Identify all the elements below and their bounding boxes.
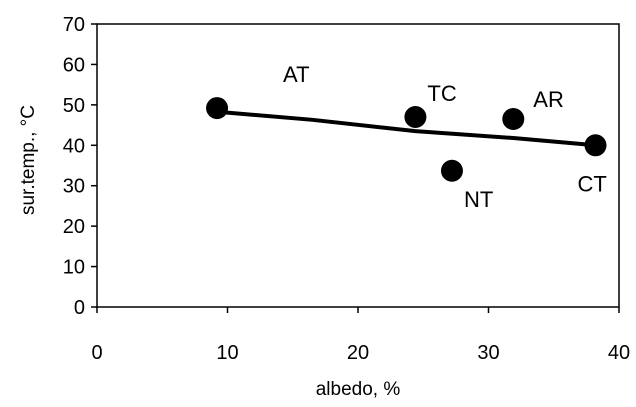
point-label-ct: CT: [578, 171, 607, 196]
fit-line-group: [216, 109, 596, 148]
point-ar: [502, 108, 525, 131]
y-tick-label-70: 70: [63, 14, 85, 36]
point-label-nt: NT: [464, 187, 493, 212]
point-label-at: AT: [283, 62, 309, 87]
point-label-tc: TC: [427, 81, 456, 106]
point-label-ar: AR: [533, 87, 564, 112]
x-tick-label-10: 10: [216, 342, 238, 364]
y-axis-title: sur.temp., °C: [18, 105, 39, 215]
x-tick-label-0: 0: [91, 342, 102, 364]
x-tick-label-40: 40: [608, 342, 630, 364]
y-tick-label-50: 50: [63, 95, 85, 117]
x-axis-title: albedo, %: [316, 379, 401, 400]
y-tick-label-60: 60: [63, 54, 85, 76]
fit-line: [216, 109, 596, 148]
y-tick-label-40: 40: [63, 135, 85, 157]
point-ct: [584, 134, 607, 157]
y-tick-label-10: 10: [63, 257, 85, 279]
points-group: [206, 97, 607, 182]
point-at: [206, 97, 229, 120]
point-nt: [440, 159, 463, 182]
y-tick-label-20: 20: [63, 216, 85, 238]
plot-frame: [96, 23, 620, 308]
y-tick-label-0: 0: [74, 297, 85, 319]
x-tick-label-20: 20: [347, 342, 369, 364]
point-labels-group: AT TC NT AR CT: [283, 62, 607, 212]
x-tick-label-30: 30: [477, 342, 499, 364]
y-tick-label-30: 30: [63, 176, 85, 198]
axes: 0 10 20 30 40 50 60 70 0 10 20 30 40: [63, 14, 630, 364]
point-tc: [404, 105, 427, 128]
